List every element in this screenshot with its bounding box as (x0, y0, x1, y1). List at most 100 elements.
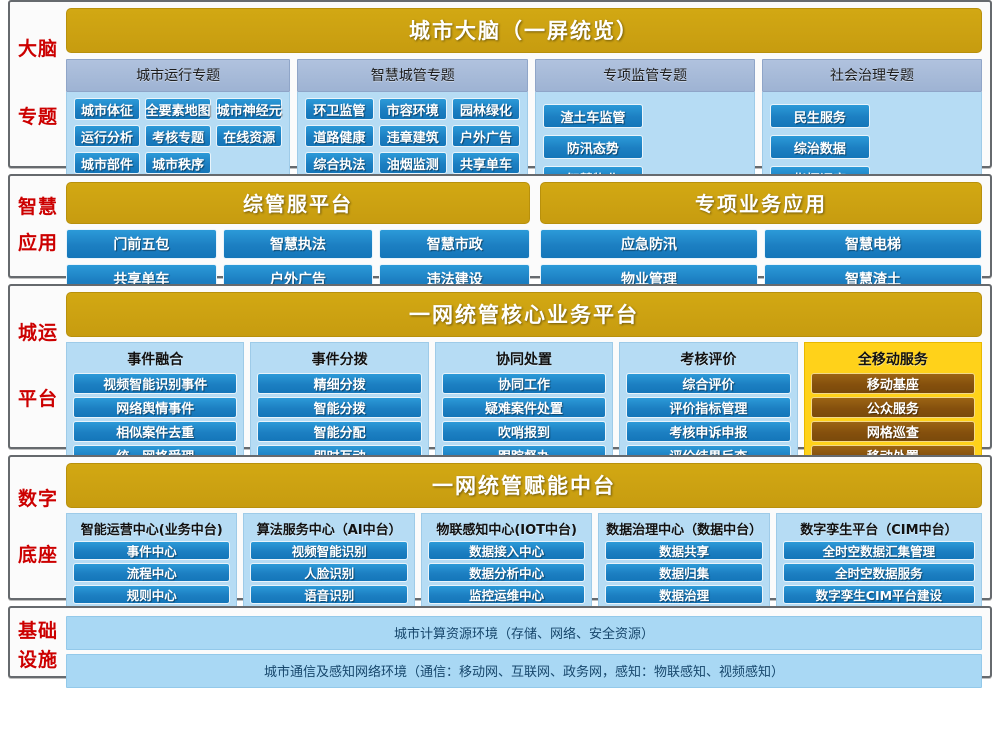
tile-item[interactable]: 环卫监管 (305, 98, 374, 120)
tile-item[interactable]: 网格巡查 (810, 421, 976, 442)
tile-item[interactable]: 数字孪生CIM平台建设 (782, 585, 975, 604)
section-body-core-platform: 一网统管核心业务平台 事件融合 视频智能识别事件 网络舆情事件 相似案件去重 统… (66, 286, 990, 484)
tile-item[interactable]: 相似案件去重 (73, 421, 238, 442)
tile-item[interactable]: 违章建筑 (378, 125, 447, 147)
tile-item[interactable]: 在线资源 (216, 125, 283, 147)
side-label-city-brain: 大脑 专题 (10, 2, 66, 166)
tile-item[interactable]: 流程中心 (73, 563, 231, 582)
tile-item[interactable]: 规则中心 (73, 585, 231, 604)
banner-city-brain: 城市大脑（一屏统览） (66, 8, 982, 53)
tile-item[interactable]: 智能分配 (257, 421, 422, 442)
tile-item[interactable]: 评价指标管理 (626, 397, 791, 418)
tile-item[interactable]: 综治数据 (770, 135, 870, 159)
tile-item[interactable]: 视频智能识别事件 (73, 373, 238, 394)
side-label-line-1: 智慧 (17, 196, 58, 219)
tile-item[interactable]: 考核专题 (145, 125, 212, 147)
tile-item[interactable]: 事件中心 (73, 541, 231, 560)
tile-item[interactable]: 吹哨报到 (441, 421, 607, 442)
infra-bar-computing-resources[interactable]: 城市计算资源环境（存储、网络、安全资源） (66, 616, 982, 650)
card-title: 算法服务中心（AI中台） (256, 523, 402, 538)
section-infrastructure: 基础 设施 城市计算资源环境（存储、网络、安全资源） 城市通信及感知网络环境（通… (8, 606, 992, 688)
tile-item[interactable]: 智慧市政 (379, 229, 531, 259)
tile-item[interactable]: 数据接入中心 (427, 541, 586, 560)
apps-column-list: 综管服平台 门前五包 智慧执法 智慧市政 共享单车 户外广告 违法建设 专项业务… (66, 182, 983, 294)
tile-item[interactable]: 人脸识别 (250, 563, 408, 582)
tile-item[interactable]: 共享单车 (451, 152, 521, 174)
tile-item[interactable]: 移动基座 (810, 373, 976, 394)
tile-item[interactable]: 防汛态势 (543, 135, 643, 159)
brain-group-city-operation[interactable]: 城市运行专题 城市体征 全要素地图 城市神经元 运行分析 考核专题 在线资源 城… (66, 59, 291, 229)
card-title: 事件融合 (127, 352, 184, 368)
section-city-brain: 大脑 专题 城市大脑（一屏统览） 城市运行专题 城市体征 全要素地图 城市神经元… (8, 0, 992, 229)
tile-item[interactable]: 油烟监测 (378, 152, 447, 174)
tile-item[interactable]: 疑难案件处置 (441, 397, 607, 418)
card-title: 考核评价 (680, 352, 737, 368)
side-label-line-1: 城运 (17, 321, 58, 344)
tile-item[interactable]: 道路健康 (305, 125, 374, 147)
card-title: 全移动服务 (857, 352, 928, 368)
tile-item[interactable]: 数据共享 (605, 541, 763, 560)
infra-bar-communication-network[interactable]: 城市通信及感知网络环境（通信：移动网、互联网、政务网，感知：物联感知、视频感知） (66, 654, 982, 688)
tile-item[interactable]: 智能分拨 (257, 397, 422, 418)
side-label-line-1: 大脑 (17, 38, 58, 61)
tile-item[interactable]: 渣土车监管 (543, 104, 643, 128)
tile-item[interactable]: 应急防汛 (540, 229, 759, 259)
group-title: 智慧城管专题 (297, 59, 529, 92)
tile-item[interactable]: 公众服务 (810, 397, 976, 418)
card-title: 数字孪生平台（CIM中台） (800, 523, 958, 538)
side-label-smart-applications: 智慧 应用 (10, 176, 66, 276)
tile-item[interactable]: 全要素地图 (145, 98, 212, 120)
tile-item[interactable]: 民生服务 (770, 104, 870, 128)
tile-item[interactable]: 综合评价 (626, 373, 791, 394)
apps-column-special-business: 专项业务应用 应急防汛 智慧电梯 物业管理 智慧渣土 (540, 182, 983, 294)
tile-item[interactable]: 视频智能识别 (250, 541, 408, 560)
group-title: 专项监管专题 (535, 59, 756, 92)
side-label-infrastructure: 基础 设施 (10, 608, 66, 676)
tile-item[interactable]: 户外广告 (451, 125, 521, 147)
section-body-infrastructure: 城市计算资源环境（存储、网络、安全资源） 城市通信及感知网络环境（通信：移动网、… (66, 608, 990, 688)
tile-item[interactable]: 数据治理 (605, 585, 763, 604)
tile-item[interactable]: 智慧电梯 (764, 229, 983, 259)
section-body-city-brain: 城市大脑（一屏统览） 城市运行专题 城市体征 全要素地图 城市神经元 运行分析 … (66, 2, 990, 229)
infrastructure-bar-list: 城市计算资源环境（存储、网络、安全资源） 城市通信及感知网络环境（通信：移动网、… (66, 616, 982, 688)
tile-item[interactable]: 城市秩序 (145, 152, 212, 174)
tile-item[interactable]: 网络舆情事件 (73, 397, 238, 418)
banner-core-platform: 一网统管核心业务平台 (66, 292, 982, 337)
card-title: 智能运营中心(业务中台) (80, 523, 223, 538)
tile-item[interactable]: 城市体征 (74, 98, 141, 120)
tile-item[interactable]: 园林绿化 (451, 98, 521, 120)
tile-item[interactable]: 监控运维中心 (427, 585, 586, 604)
tile-item[interactable]: 协同工作 (441, 373, 607, 394)
card-title: 协同处置 (496, 352, 553, 368)
tile-item[interactable]: 运行分析 (74, 125, 141, 147)
tile-item[interactable]: 城市部件 (74, 152, 141, 174)
side-label-line-2: 底座 (17, 544, 58, 567)
tile-item[interactable]: 数据分析中心 (427, 563, 586, 582)
tile-item[interactable]: 全时空数据汇集管理 (782, 541, 975, 560)
apps-row: 门前五包 智慧执法 智慧市政 (66, 229, 531, 259)
side-label-core-platform: 城运 平台 (10, 286, 66, 447)
tile-item[interactable]: 综合执法 (305, 152, 374, 174)
side-label-line-1: 数字 (17, 487, 58, 510)
side-label-line-2: 设施 (17, 649, 58, 672)
banner-digital-foundation: 一网统管赋能中台 (66, 463, 982, 508)
card-title: 事件分拨 (311, 352, 368, 368)
tile-item[interactable]: 全时空数据服务 (782, 563, 975, 582)
group-tiles: 城市体征 全要素地图 城市神经元 运行分析 考核专题 在线资源 城市部件 城市秩… (74, 98, 283, 174)
tile-item[interactable]: 门前五包 (66, 229, 217, 259)
section-body-smart-applications: 综管服平台 门前五包 智慧执法 智慧市政 共享单车 户外广告 违法建设 专项业务… (66, 176, 990, 294)
tile-item[interactable]: 考核申诉申报 (626, 421, 791, 442)
tile-item[interactable]: 语音识别 (250, 585, 408, 604)
apps-column-comprehensive-platform: 综管服平台 门前五包 智慧执法 智慧市政 共享单车 户外广告 违法建设 (66, 182, 531, 294)
tile-item[interactable]: 精细分拨 (257, 373, 422, 394)
group-title: 城市运行专题 (66, 59, 291, 92)
side-label-line-2: 专题 (17, 106, 58, 129)
card-title: 物联感知中心(IOT中台) (436, 523, 577, 538)
tile-item[interactable]: 城市神经元 (216, 98, 283, 120)
tile-item[interactable]: 市容环境 (378, 98, 447, 120)
core-card-assessment-evaluation[interactable]: 考核评价 综合评价 评价指标管理 考核申诉申报 评价结果反查 ······ (619, 342, 798, 484)
section-digital-foundation: 数字 底座 一网统管赋能中台 智能运营中心(业务中台) 事件中心 流程中心 规则… (8, 455, 992, 632)
tile-item[interactable]: 智慧执法 (222, 229, 374, 259)
tile-item[interactable]: 数据归集 (605, 563, 763, 582)
